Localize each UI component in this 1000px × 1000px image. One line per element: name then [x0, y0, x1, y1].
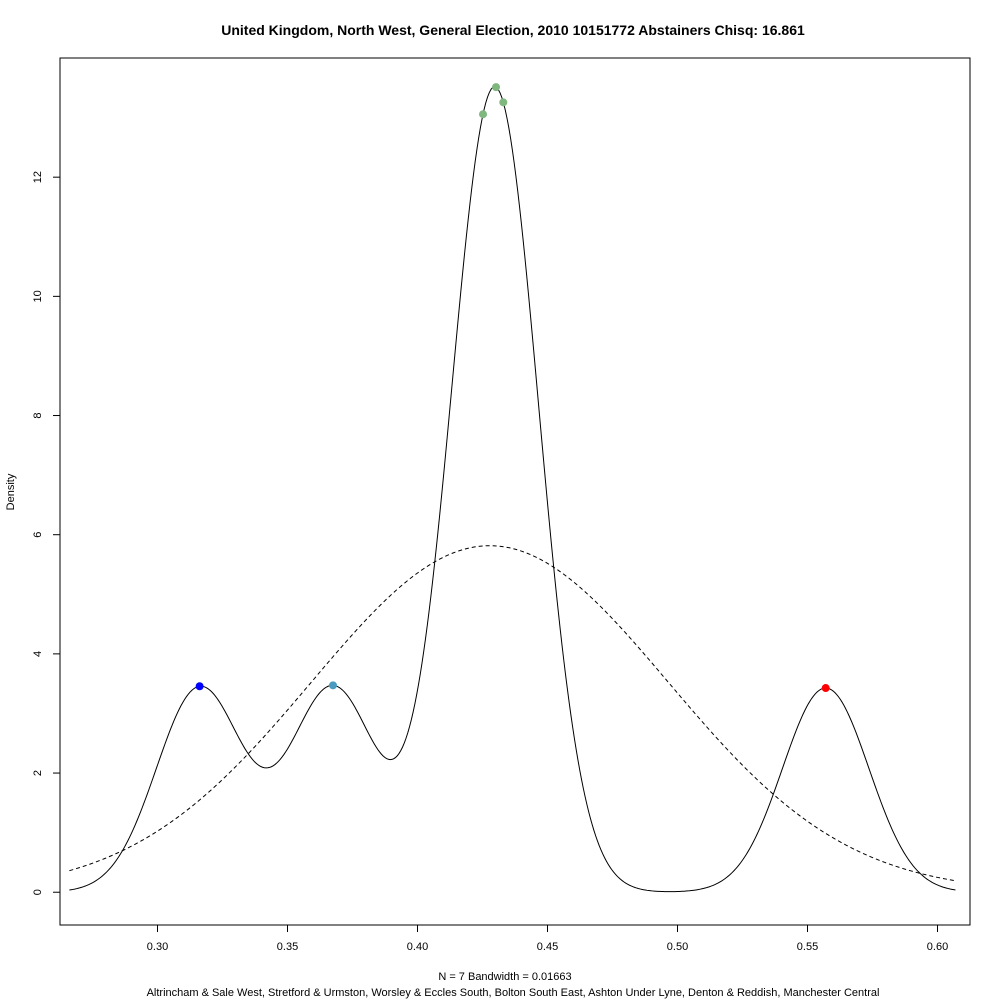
y-axis: 0 2 4 6 8 10 12: [32, 171, 61, 895]
chart-title: United Kingdom, North West, General Elec…: [221, 22, 805, 38]
plot-frame: [59, 57, 971, 926]
density-curve: [69, 86, 956, 893]
data-point: [479, 110, 488, 119]
data-point: [821, 684, 830, 693]
data-point: [492, 83, 501, 92]
x-axis: 0.30 0.35 0.40 0.45 0.50 0.55 0.60: [147, 924, 948, 953]
y-tick-label: 6: [32, 532, 44, 538]
x-tick-label: 0.55: [797, 941, 818, 953]
x-axis-label: N = 7 Bandwidth = 0.01663: [438, 971, 571, 983]
x-tick-label: 0.50: [667, 941, 688, 953]
x-tick-label: 0.40: [407, 941, 428, 953]
data-point: [329, 681, 337, 690]
normal-fit-curve: [69, 545, 956, 882]
y-tick-label: 0: [32, 889, 44, 895]
x-tick-label: 0.35: [277, 941, 298, 953]
y-tick-label: 12: [32, 171, 44, 183]
y-axis-label: Density: [5, 473, 17, 510]
x-tick-label: 0.30: [147, 941, 168, 953]
data-point: [499, 98, 508, 107]
data-points: [195, 83, 830, 693]
y-tick-label: 8: [32, 412, 44, 418]
chart-subtitle: Altrincham & Sale West, Stretford & Urms…: [147, 987, 880, 999]
y-tick-label: 10: [32, 290, 44, 302]
y-tick-label: 2: [32, 770, 44, 776]
x-tick-label: 0.60: [927, 941, 948, 953]
y-tick-label: 4: [32, 651, 44, 657]
x-tick-label: 0.45: [537, 941, 558, 953]
data-point: [195, 682, 204, 691]
